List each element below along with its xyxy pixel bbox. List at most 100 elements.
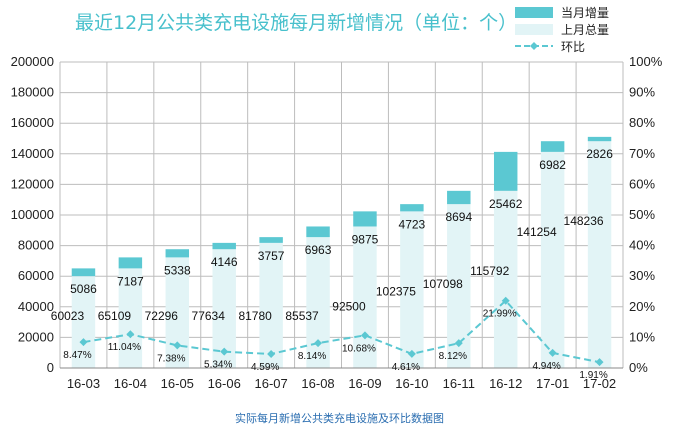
ratio-point-marker bbox=[173, 341, 182, 350]
y-left-tick-label: 200000 bbox=[11, 54, 54, 69]
y-left-tick-label: 120000 bbox=[11, 176, 54, 191]
increment-data-label: 25462 bbox=[489, 197, 523, 211]
x-tick-label: 17-02 bbox=[583, 376, 616, 391]
bar-total bbox=[212, 249, 236, 368]
bar-total bbox=[540, 151, 565, 368]
y-left-tick-label: 60000 bbox=[18, 268, 54, 283]
ratio-point-marker bbox=[501, 296, 510, 305]
ratio-data-label: 8.47% bbox=[63, 350, 91, 361]
chart-svg: 最近12月公共类充电设施每月新增情况（单位：个） 0 0% 20000 10% 4000… bbox=[11, 6, 663, 391]
y-right-tick-label: 10% bbox=[629, 329, 655, 344]
x-tick-label: 16-09 bbox=[348, 376, 381, 391]
ratio-point-marker bbox=[548, 348, 557, 357]
total-data-label: 65109 bbox=[98, 309, 132, 323]
data-labels-group: 5086 7187 5338 4146 3757 6963 9875 4723 8694 2546… bbox=[51, 147, 613, 381]
total-data-label: 60023 bbox=[51, 309, 85, 323]
total-data-label: 148236 bbox=[564, 214, 604, 228]
y-right-tick-label: 60% bbox=[629, 176, 655, 191]
legend-marker-ratio bbox=[530, 42, 538, 50]
y-right-tick-label: 70% bbox=[629, 146, 655, 161]
bar-increment bbox=[540, 141, 565, 152]
total-data-label: 107098 bbox=[423, 277, 463, 291]
ratio-point-marker bbox=[220, 347, 229, 356]
y-right-tick-label: 20% bbox=[629, 299, 655, 314]
legend-label-ratio: 环比 bbox=[561, 40, 585, 54]
bar-increment bbox=[118, 257, 143, 269]
bar-total bbox=[259, 242, 283, 368]
bar-total bbox=[306, 237, 330, 368]
bar-total bbox=[587, 141, 612, 368]
x-tick-label: 16-08 bbox=[301, 376, 334, 391]
y-left-tick-label: 160000 bbox=[11, 115, 54, 130]
bars-group bbox=[71, 136, 612, 368]
x-tick-label: 16-04 bbox=[114, 376, 147, 391]
legend-swatch-total bbox=[515, 24, 553, 35]
x-tick-label: 16-11 bbox=[443, 376, 475, 391]
ratio-data-label: 4.61% bbox=[392, 362, 420, 373]
y-left-tick-label: 140000 bbox=[11, 146, 54, 161]
ratio-point-marker bbox=[79, 338, 88, 347]
total-data-label: 85537 bbox=[285, 309, 319, 323]
y-right-tick-label: 0% bbox=[629, 360, 648, 375]
bar-increment bbox=[400, 204, 424, 212]
axes-group: 0 0% 20000 10% 40000 20% 60000 30% 80000 40% 10000… bbox=[11, 54, 663, 391]
increment-data-label: 4146 bbox=[211, 255, 238, 269]
bar-total bbox=[165, 257, 190, 368]
bar-total bbox=[447, 204, 471, 368]
bar-increment bbox=[71, 268, 96, 277]
ratio-data-label: 11.04% bbox=[108, 342, 141, 353]
ratio-data-label: 8.14% bbox=[298, 351, 326, 362]
bar-total bbox=[493, 190, 518, 368]
ratio-data-label: 4.59% bbox=[251, 362, 279, 373]
legend-label-increment: 当月增量 bbox=[561, 6, 609, 20]
ratio-point-marker bbox=[314, 339, 323, 348]
increment-data-label: 5086 bbox=[70, 282, 97, 296]
ratio-point-marker bbox=[360, 331, 369, 340]
y-left-tick-label: 180000 bbox=[11, 85, 54, 100]
x-tick-label: 16-06 bbox=[208, 376, 241, 391]
bar-increment bbox=[306, 226, 330, 238]
total-data-label: 81780 bbox=[238, 309, 272, 323]
x-tick-label: 16-12 bbox=[489, 376, 522, 391]
x-tick-label: 16-05 bbox=[161, 376, 194, 391]
bar-increment bbox=[353, 211, 377, 227]
ratio-point-marker bbox=[454, 339, 463, 348]
legend-swatch-increment bbox=[515, 7, 553, 18]
y-right-tick-label: 100% bbox=[629, 54, 663, 69]
ratio-point-marker bbox=[126, 330, 135, 339]
x-tick-label: 16-07 bbox=[255, 376, 288, 391]
bar-increment bbox=[259, 237, 283, 243]
bar-increment bbox=[493, 151, 518, 191]
increment-data-label: 2826 bbox=[586, 147, 613, 161]
increment-data-label: 6982 bbox=[539, 158, 566, 172]
total-data-label: 77634 bbox=[192, 309, 226, 323]
ratio-data-label: 4.94% bbox=[532, 361, 560, 372]
y-right-tick-label: 30% bbox=[629, 268, 655, 283]
total-data-label: 115792 bbox=[470, 264, 509, 278]
bar-total bbox=[353, 226, 377, 368]
increment-data-label: 6963 bbox=[305, 243, 332, 257]
chart-title: 最近12月公共类充电设施每月新增情况（单位：个） bbox=[75, 12, 517, 34]
y-right-tick-label: 40% bbox=[629, 238, 655, 253]
total-data-label: 72296 bbox=[145, 309, 179, 323]
ratio-point-marker bbox=[267, 349, 276, 358]
ratio-data-label: 7.38% bbox=[157, 353, 185, 364]
bar-increment bbox=[447, 190, 471, 205]
bar-increment bbox=[165, 249, 190, 258]
bar-total bbox=[71, 276, 96, 368]
y-left-tick-label: 80000 bbox=[18, 238, 54, 253]
x-tick-label: 17-01 bbox=[536, 376, 569, 391]
ratio-data-label: 5.34% bbox=[204, 360, 232, 371]
bar-total bbox=[118, 268, 143, 368]
figure-caption: 实际每月新增公共类充电设施及环比数据图 bbox=[235, 412, 444, 425]
ratio-data-label: 10.68% bbox=[342, 343, 376, 354]
bar-increment bbox=[212, 242, 236, 250]
increment-data-label: 4723 bbox=[399, 217, 426, 231]
bar-increment bbox=[587, 136, 612, 142]
ratio-data-label: 21.99% bbox=[483, 309, 517, 320]
y-left-tick-label: 20000 bbox=[18, 329, 54, 344]
grid-lines bbox=[59, 61, 624, 369]
y-left-tick-label: 100000 bbox=[11, 207, 54, 222]
